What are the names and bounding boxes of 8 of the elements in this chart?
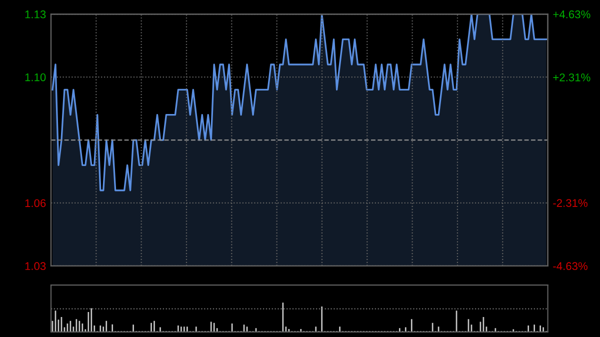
y2-tick-label: -2.31%: [553, 199, 588, 207]
y2-tick-label: -4.63%: [553, 262, 588, 270]
y2-tick-label: +2.31%: [553, 73, 590, 82]
y-tick-label: 1.06: [25, 199, 46, 208]
y-tick-label: 1.03: [25, 262, 46, 270]
y2-tick-label: +4.63%: [553, 10, 590, 18]
y-tick-label: 1.10: [25, 73, 46, 82]
y-tick-label: 1.13: [25, 10, 46, 18]
